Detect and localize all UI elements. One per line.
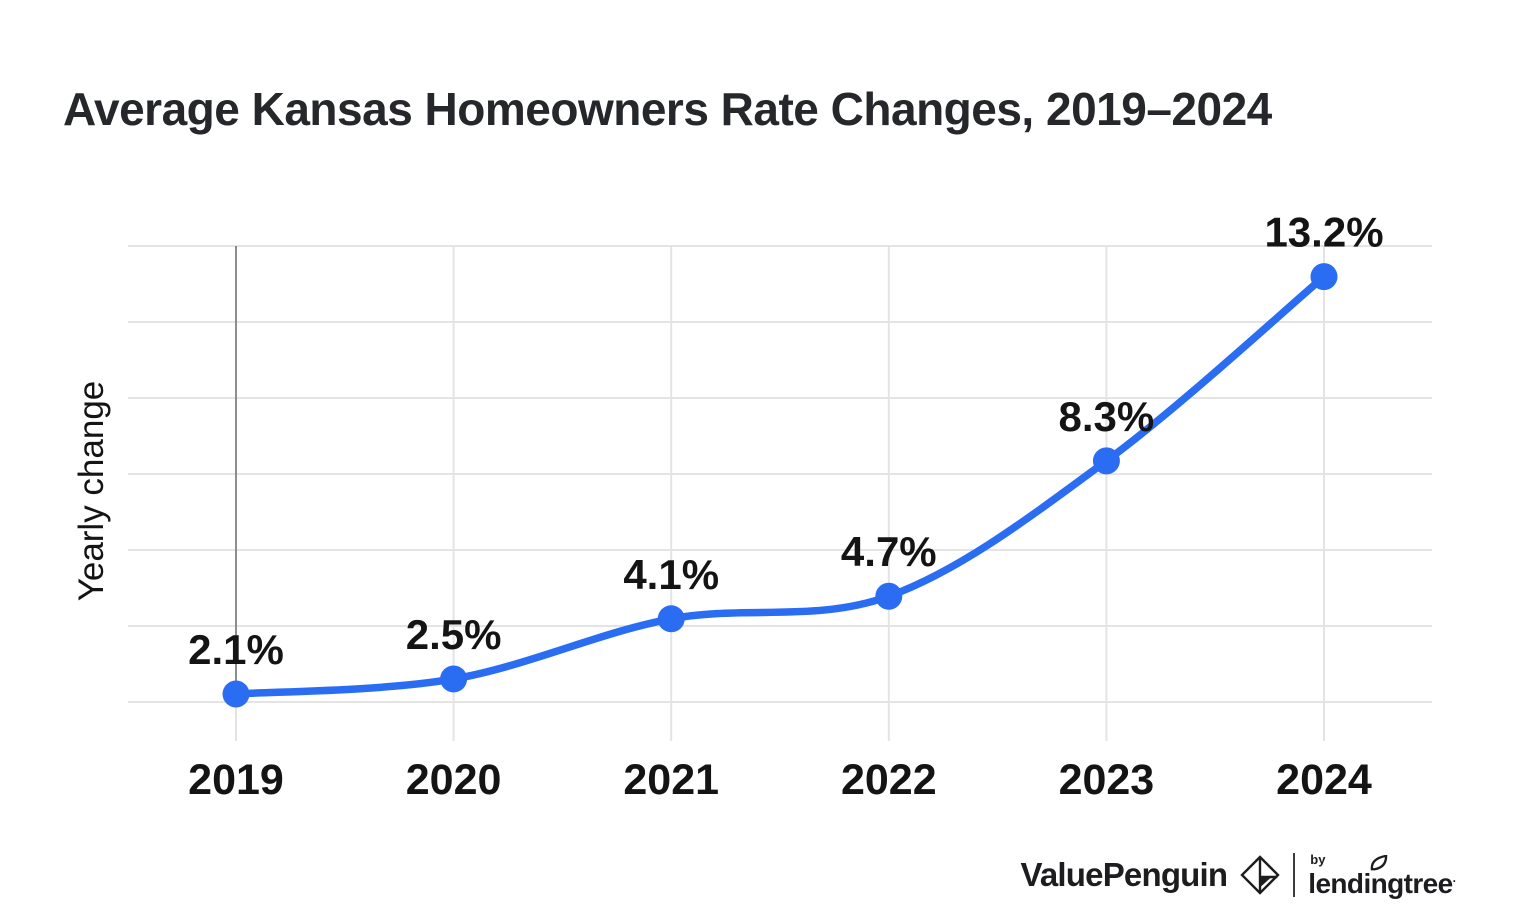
lendingtree-logo: by lendingtree· <box>1308 852 1456 899</box>
lendingtree-leaf-icon <box>1371 854 1388 870</box>
data-point-label: 2.1% <box>188 626 284 673</box>
valuepenguin-penguin-icon <box>1240 855 1280 895</box>
trademark-dot: · <box>1452 873 1457 888</box>
data-point <box>1092 447 1120 475</box>
lendingtree-wordmark: lendingtree· <box>1308 854 1457 899</box>
chart-title: Average Kansas Homeowners Rate Changes, … <box>63 83 1272 135</box>
data-point <box>875 582 903 610</box>
x-axis-label: 2024 <box>1276 756 1372 804</box>
data-point-label: 2.5% <box>406 611 502 658</box>
data-point-label: 4.7% <box>841 528 937 575</box>
data-point-label: 4.1% <box>623 551 719 598</box>
footer-divider <box>1293 853 1296 897</box>
x-axis-label: 2021 <box>623 756 719 804</box>
data-point <box>440 665 468 693</box>
data-point-label: 13.2% <box>1264 209 1383 256</box>
x-axis-label: 2019 <box>188 756 284 804</box>
data-point <box>657 605 685 633</box>
valuepenguin-wordmark: ValuePenguin <box>1020 856 1228 893</box>
x-axis-label: 2022 <box>841 756 937 804</box>
data-point-label: 8.3% <box>1059 393 1155 440</box>
data-point <box>1310 263 1338 291</box>
data-point <box>222 680 250 708</box>
lendingtree-by-label: by <box>1310 851 1326 867</box>
x-axis-label: 2020 <box>406 756 502 804</box>
series-line <box>232 272 1328 698</box>
x-axis-label: 2023 <box>1059 756 1155 804</box>
brand-footer: ValuePenguin by lendingtree· <box>1020 849 1456 901</box>
